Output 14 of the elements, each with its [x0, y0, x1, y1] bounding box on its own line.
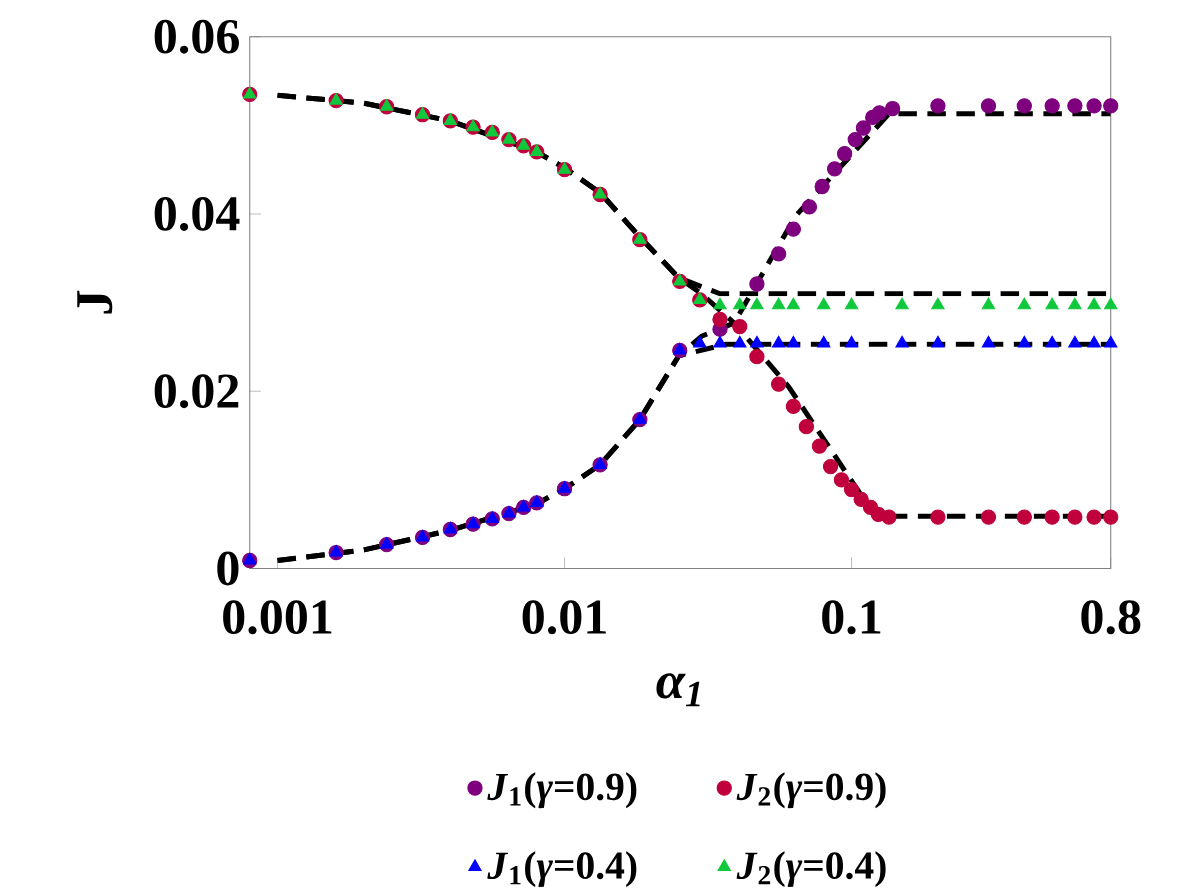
y-tick-label: 0.06 — [154, 19, 239, 54]
y-axis-title: J — [77, 290, 113, 314]
y-tick-label: 0.04 — [154, 196, 240, 231]
y-tick-label: 0.02 — [154, 374, 239, 409]
legend-label: J$_{2}$(γ=0.9) — [736, 772, 886, 809]
legend-label: J$_{1}$(γ=0.9) — [487, 772, 637, 809]
x-tick-label: 0.1 — [822, 600, 881, 635]
x-axis-title: α$_{1}$ — [656, 673, 700, 707]
x-tick-label: 0.01 — [522, 600, 606, 635]
x-tick-label: 0.001 — [223, 600, 332, 635]
y-tick-label: 0 — [217, 551, 239, 586]
x-tick-label: 0.8 — [1081, 600, 1141, 635]
legend-label: J$_{1}$(γ=0.4) — [487, 851, 637, 887]
legend-label: J$_{2}$(γ=0.4) — [736, 851, 886, 887]
